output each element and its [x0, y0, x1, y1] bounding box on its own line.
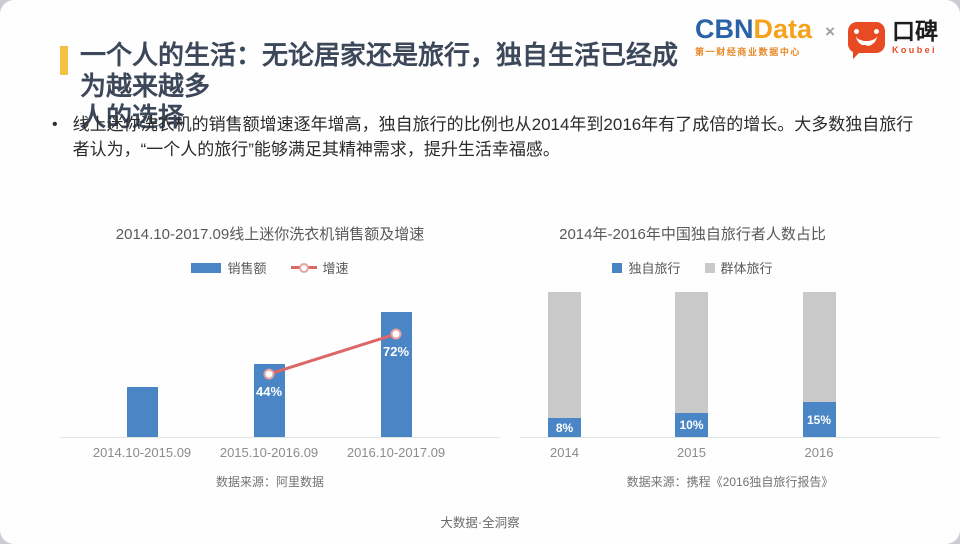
- sales-legend-swatch: [191, 262, 222, 273]
- x-axis-label: 2016: [804, 445, 834, 460]
- cbndata-logo: CBNData 第一财经商业数据中心: [695, 16, 812, 58]
- group-travel-segment: [548, 292, 581, 418]
- data-text: Data: [753, 14, 813, 44]
- growth-line-path: [268, 332, 397, 376]
- page-title: 一个人的生活：无论居家还是旅行，独自生活已经成为越来越多 人的选择: [80, 40, 690, 133]
- koubei-cn-text: 口碑: [892, 17, 938, 44]
- growth-point: [390, 328, 402, 340]
- group-travel-segment: [802, 292, 836, 402]
- koubei-wordmark: 口碑 Koubei: [892, 17, 938, 55]
- solo-travel-chart: 2014年-2016年中国独自旅行者人数占比 独自旅行 群体旅行 8% 2014 1…: [520, 215, 940, 500]
- sales-bar: [126, 387, 158, 437]
- x-axis-label: 2015.10-2016.09: [219, 445, 319, 460]
- solo-data-label: 8%: [555, 420, 574, 435]
- growth-legend-marker: [298, 262, 309, 273]
- travel-chart-plot: 8% 2014 10% 2015 15% 2016: [520, 292, 940, 460]
- smiley-mouth: [856, 28, 877, 46]
- cbn-text: CBN: [695, 14, 754, 44]
- growth-legend-swatch: [290, 262, 317, 273]
- travel-chart-legend: 独自旅行 群体旅行: [520, 258, 865, 277]
- bullet-text: 线上迷你洗衣机的销售额增速逐年增高，独自旅行的比例也从2014年到2016年有了…: [72, 115, 914, 159]
- solo-data-label: 15%: [806, 412, 832, 427]
- legend-item-sales: 销售额: [191, 258, 267, 277]
- solo-travel-segment: 10%: [675, 413, 708, 437]
- legend-item-group: 群体旅行: [704, 258, 773, 277]
- growth-data-label: 44%: [255, 384, 283, 400]
- solo-legend-label: 独自旅行: [628, 261, 681, 276]
- washer-sales-chart: 2014.10-2017.09线上迷你洗衣机销售额及增速 销售额 增速 2014…: [60, 215, 500, 500]
- growth-point: [263, 368, 275, 380]
- bullet-dot: •: [52, 116, 58, 133]
- solo-data-label: 10%: [679, 418, 704, 432]
- travel-chart-title: 2014年-2016年中国独自旅行者人数占比: [559, 226, 826, 243]
- solo-travel-segment: 8%: [548, 418, 581, 437]
- x-axis-label: 2014.10-2015.09: [92, 445, 192, 460]
- cbndata-wordmark: CBNData: [695, 16, 812, 43]
- logo-group: CBNData 第一财经商业数据中心 × 口碑 Koubei: [695, 16, 938, 59]
- legend-item-growth: 增速: [290, 258, 349, 277]
- page-footer: 大数据·全洞察: [440, 516, 520, 530]
- sales-legend-label: 销售额: [227, 261, 267, 276]
- travel-chart-source: 数据来源：携程《2016独自旅行报告》: [626, 475, 834, 489]
- page-title-line1: 一个人的生活：无论居家还是旅行，独自生活已经成为越来越多: [80, 40, 679, 101]
- legend-item-solo: 独自旅行: [612, 258, 681, 277]
- washer-chart-plot: 2014.10-2015.09 2015.10-2016.09 2016.10-20…: [60, 292, 500, 460]
- cbndata-subtitle: 第一财经商业数据中心: [695, 47, 802, 57]
- x-axis-label: 2015: [677, 445, 706, 460]
- washer-chart-legend: 销售额 增速: [60, 258, 480, 277]
- koubei-smiley-icon: [848, 21, 885, 59]
- group-travel-segment: [675, 292, 708, 413]
- koubei-logo: 口碑 Koubei: [848, 17, 938, 59]
- collab-x-mark: ×: [825, 22, 835, 41]
- washer-chart-title: 2014.10-2017.09线上迷你洗衣机销售额及增速: [115, 226, 425, 243]
- group-legend-swatch: [704, 262, 715, 273]
- x-axis-label: 2014: [550, 445, 579, 460]
- washer-chart-source: 数据来源：阿里数据: [215, 475, 324, 489]
- summary-bullet: • 线上迷你洗衣机的销售额增速逐年增高，独自旅行的比例也从2014年到2016年…: [52, 112, 920, 162]
- growth-legend-label: 增速: [322, 261, 349, 276]
- x-axis-label: 2016.10-2017.09: [346, 445, 446, 460]
- koubei-en-text: Koubei: [892, 44, 937, 55]
- solo-legend-swatch: [612, 262, 623, 273]
- growth-data-label: 72%: [382, 344, 410, 360]
- title-accent-bar: [60, 46, 68, 75]
- growth-line: [263, 328, 402, 380]
- group-legend-label: 群体旅行: [720, 261, 773, 276]
- solo-travel-segment: 15%: [802, 402, 836, 437]
- page-title-line2: 人的选择: [80, 102, 185, 132]
